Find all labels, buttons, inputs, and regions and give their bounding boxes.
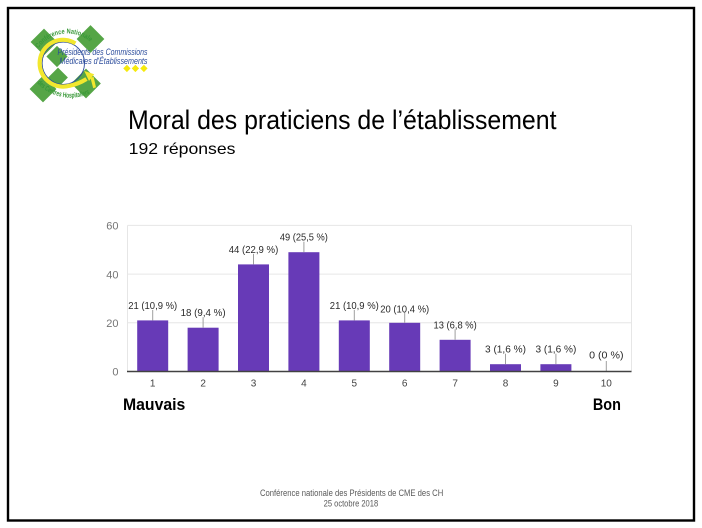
svg-text:Médicales d'Établissements: Médicales d'Établissements bbox=[60, 56, 148, 66]
svg-text:1: 1 bbox=[150, 378, 156, 389]
svg-text:3 (1,6 %): 3 (1,6 %) bbox=[535, 344, 576, 356]
svg-text:4: 4 bbox=[301, 378, 307, 389]
svg-text:8: 8 bbox=[503, 378, 509, 389]
svg-text:49 (25,5 %): 49 (25,5 %) bbox=[280, 232, 328, 244]
svg-text:6: 6 bbox=[402, 378, 408, 389]
svg-text:0: 0 bbox=[112, 367, 118, 379]
svg-text:20 (10,4 %): 20 (10,4 %) bbox=[380, 303, 429, 315]
svg-text:2: 2 bbox=[200, 378, 206, 389]
svg-text:40: 40 bbox=[106, 269, 118, 281]
svg-text:192 réponses: 192 réponses bbox=[129, 141, 236, 158]
svg-text:0 (0 %): 0 (0 %) bbox=[589, 350, 623, 362]
svg-text:3 (1,6 %): 3 (1,6 %) bbox=[485, 344, 526, 356]
svg-text:20: 20 bbox=[106, 318, 118, 330]
svg-text:Conférence nationale des Prési: Conférence nationale des Présidents de C… bbox=[260, 488, 443, 499]
svg-text:25 octobre 2018: 25 octobre 2018 bbox=[324, 498, 379, 509]
svg-text:5: 5 bbox=[352, 378, 358, 389]
svg-text:21 (10,9 %): 21 (10,9 %) bbox=[330, 300, 379, 312]
svg-text:3: 3 bbox=[251, 378, 257, 389]
svg-text:7: 7 bbox=[452, 378, 458, 389]
svg-text:Bon: Bon bbox=[593, 396, 621, 414]
svg-text:9: 9 bbox=[553, 378, 559, 389]
svg-text:Mauvais: Mauvais bbox=[123, 396, 185, 414]
svg-text:21 (10,9 %): 21 (10,9 %) bbox=[128, 300, 177, 312]
svg-text:10: 10 bbox=[601, 378, 613, 389]
svg-text:Présidents des Commissions: Présidents des Commissions bbox=[58, 47, 148, 57]
svg-text:18 (9,4 %): 18 (9,4 %) bbox=[181, 307, 226, 319]
svg-text:13 (6,8 %): 13 (6,8 %) bbox=[434, 319, 477, 331]
svg-text:Moral des praticiens de l’étab: Moral des praticiens de l’établissement bbox=[128, 105, 557, 135]
svg-text:44 (22,9 %): 44 (22,9 %) bbox=[229, 244, 279, 256]
svg-text:60: 60 bbox=[106, 221, 118, 233]
